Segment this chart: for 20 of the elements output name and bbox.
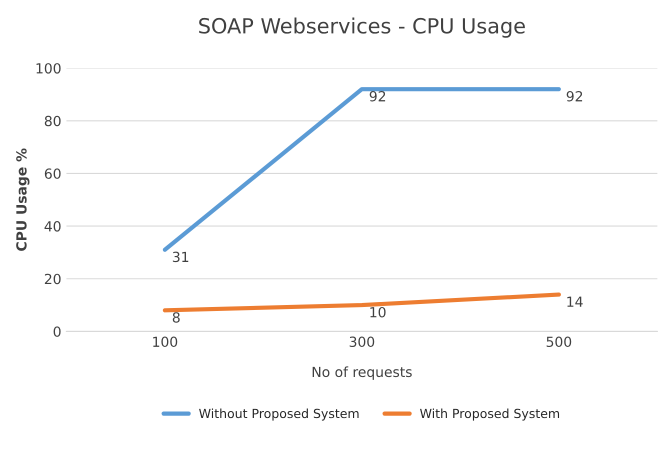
data-label: 14 xyxy=(567,296,583,307)
y-tick-label: 20 xyxy=(44,274,61,284)
x-tick-label: 300 xyxy=(350,336,374,348)
legend-label: With Proposed System xyxy=(420,408,560,421)
y-tick-label: 0 xyxy=(54,326,61,337)
y-tick-label: 80 xyxy=(44,116,61,126)
legend-label: Without Proposed System xyxy=(199,408,359,421)
y-tick-label: 100 xyxy=(36,63,61,74)
y-tick-label: 60 xyxy=(44,168,61,179)
x-tick-label: 100 xyxy=(153,336,178,348)
x-tick-label: 500 xyxy=(546,336,572,348)
y-tick-label: 40 xyxy=(44,221,61,232)
y-axis-title: CPU Usage % xyxy=(16,148,30,251)
data-label: 10 xyxy=(370,306,386,318)
data-label: 92 xyxy=(566,91,582,102)
data-label: 92 xyxy=(370,91,386,102)
x-axis-title: No of requests xyxy=(312,366,412,380)
data-label: 8 xyxy=(172,312,180,323)
data-label: 31 xyxy=(172,252,188,262)
chart-title: SOAP Webservices - CPU Usage xyxy=(199,18,525,38)
